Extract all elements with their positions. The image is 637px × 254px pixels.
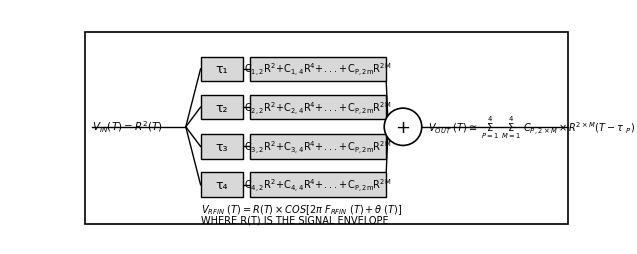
Text: τ₃: τ₃ <box>215 140 228 153</box>
Bar <box>250 135 386 159</box>
Text: τ₁: τ₁ <box>215 63 228 76</box>
Bar <box>250 96 386 120</box>
Text: τ₂: τ₂ <box>215 101 228 114</box>
Bar <box>250 57 386 82</box>
Bar <box>201 57 243 82</box>
Text: $V_{OUT}\ (T)\cong\ \underset{P=1}{\overset{4}{\Sigma}}\ \underset{M=1}{\overset: $V_{OUT}\ (T)\cong\ \underset{P=1}{\over… <box>427 114 635 141</box>
Text: $\mathsf{C_{1,2}R^2\!+\!C_{1,4}R^4\!+\!...\!+\!C_{P,2m}R^{2M}}$: $\mathsf{C_{1,2}R^2\!+\!C_{1,4}R^4\!+\!.… <box>244 61 392 78</box>
Bar <box>201 173 243 197</box>
Text: $V_{RFIN}\ (T) = R(T)\times COS[2\pi\ F_{RFIN}\ (T)+\theta\ (T)]$: $V_{RFIN}\ (T) = R(T)\times COS[2\pi\ F_… <box>201 202 402 216</box>
Text: $\mathsf{C_{3,2}R^2\!+\!C_{3,4}R^4\!+\!...\!+\!C_{P,2m}R^{2M}}$: $\mathsf{C_{3,2}R^2\!+\!C_{3,4}R^4\!+\!.… <box>244 138 392 155</box>
Text: WHERE R(T) IS THE SIGNAL ENVELOPE: WHERE R(T) IS THE SIGNAL ENVELOPE <box>201 214 388 224</box>
Text: $V_{IN}(T) = R^2(T)$: $V_{IN}(T) = R^2(T)$ <box>92 120 162 135</box>
Text: τ₄: τ₄ <box>215 179 228 192</box>
Text: $\mathsf{C_{2,2}R^2\!+\!C_{2,4}R^4\!+\!...\!+\!C_{P,2m}R^{2M}}$: $\mathsf{C_{2,2}R^2\!+\!C_{2,4}R^4\!+\!.… <box>244 99 392 116</box>
Text: $+$: $+$ <box>396 118 410 136</box>
Bar <box>201 135 243 159</box>
Text: $\mathsf{C_{4,2}R^2\!+\!C_{4,4}R^4\!+\!...\!+\!C_{P,2m}R^{2M}}$: $\mathsf{C_{4,2}R^2\!+\!C_{4,4}R^4\!+\!.… <box>244 177 392 193</box>
Ellipse shape <box>384 109 422 146</box>
Bar <box>250 173 386 197</box>
Bar <box>201 96 243 120</box>
